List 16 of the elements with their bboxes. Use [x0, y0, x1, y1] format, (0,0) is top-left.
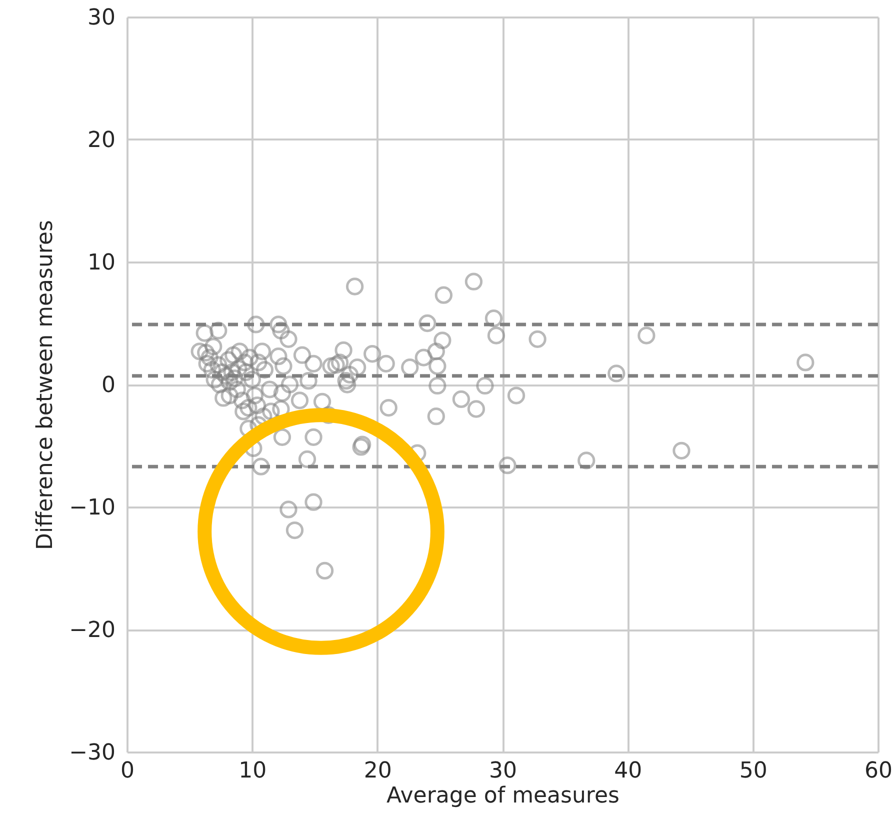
x-tick-label: 10 [238, 758, 267, 784]
y-tick-label: −10 [69, 496, 116, 520]
x-tick-label: 0 [120, 758, 134, 784]
y-tick-label: −30 [69, 740, 116, 766]
y-tick-label: 0 [102, 373, 116, 398]
y-tick-label: 20 [88, 128, 116, 153]
x-tick-label: 60 [864, 758, 892, 784]
x-tick-label: 30 [489, 758, 517, 784]
x-axis-title: Average of measures [386, 784, 620, 808]
y-tick-label: 30 [88, 6, 116, 30]
y-axis-title: Difference between measures [33, 220, 58, 550]
y-tick-label: 10 [88, 250, 116, 276]
y-tick-label: −20 [69, 618, 116, 643]
x-tick-label: 40 [614, 758, 642, 784]
x-tick-label: 20 [364, 758, 392, 784]
x-tick-label: 50 [739, 758, 768, 784]
